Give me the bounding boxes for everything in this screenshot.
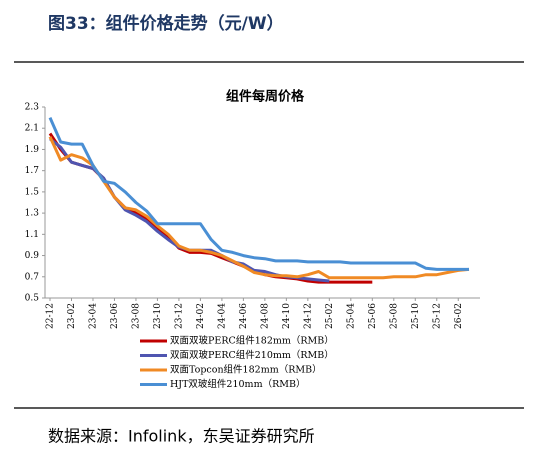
x-tick-label: 24-08 <box>260 303 270 329</box>
x-tick-label: 24-02 <box>196 303 206 329</box>
y-tick-label: 2.1 <box>25 124 39 134</box>
y-tick-label: 1.3 <box>25 209 40 219</box>
series-line <box>48 116 469 271</box>
x-tick-label: 24-06 <box>239 303 249 329</box>
x-tick-label: 23-12 <box>174 303 184 329</box>
x-tick-label: 23-02 <box>67 303 77 329</box>
y-tick-label: 1.5 <box>25 187 40 197</box>
x-tick-label: 24-04 <box>217 303 227 329</box>
series-line <box>48 132 373 284</box>
x-tick-label: 25-06 <box>368 303 378 329</box>
chart-title: 组件每周价格 <box>226 89 305 105</box>
y-tick-label: 1.9 <box>25 145 40 155</box>
y-tick-label: 0.7 <box>25 272 40 282</box>
y-tick-label: 0.9 <box>25 251 40 261</box>
source-note: 数据来源：Infolink，东吴证券研究所 <box>48 427 315 446</box>
x-tick-label: 24-10 <box>282 303 292 329</box>
series-line <box>48 136 470 280</box>
figure-caption: 图33：组件价格走势（元/W） <box>48 13 284 34</box>
x-tick-label: 26-02 <box>454 303 464 329</box>
y-tick-label: 1.7 <box>25 166 40 176</box>
y-tick-label: 2.3 <box>25 103 40 113</box>
x-tick-label: 25-10 <box>411 303 421 329</box>
x-tick-label: 23-08 <box>131 303 141 329</box>
x-tick-label: 25-08 <box>389 303 399 329</box>
y-tick-label: 0.5 <box>25 294 40 304</box>
x-tick-label: 25-02 <box>325 303 335 329</box>
y-tick-label: 1.1 <box>25 230 39 240</box>
x-tick-label: 23-04 <box>88 303 98 329</box>
legend-label: HJT双玻组件210mm（RMB） <box>170 378 305 390</box>
x-tick-label: 22-12 <box>46 303 56 329</box>
legend-label: 双面Topcon组件182mm（RMB） <box>170 364 322 376</box>
x-tick-label: 25-12 <box>432 303 442 329</box>
x-tick-label: 24-12 <box>303 303 313 329</box>
legend-label: 双面双玻PERC组件182mm（RMB） <box>170 335 334 347</box>
x-tick-label: 23-10 <box>153 303 163 329</box>
legend-label: 双面双玻PERC组件210mm（RMB） <box>170 349 334 361</box>
x-tick-label: 25-04 <box>346 303 356 329</box>
x-tick-label: 23-06 <box>110 303 120 329</box>
